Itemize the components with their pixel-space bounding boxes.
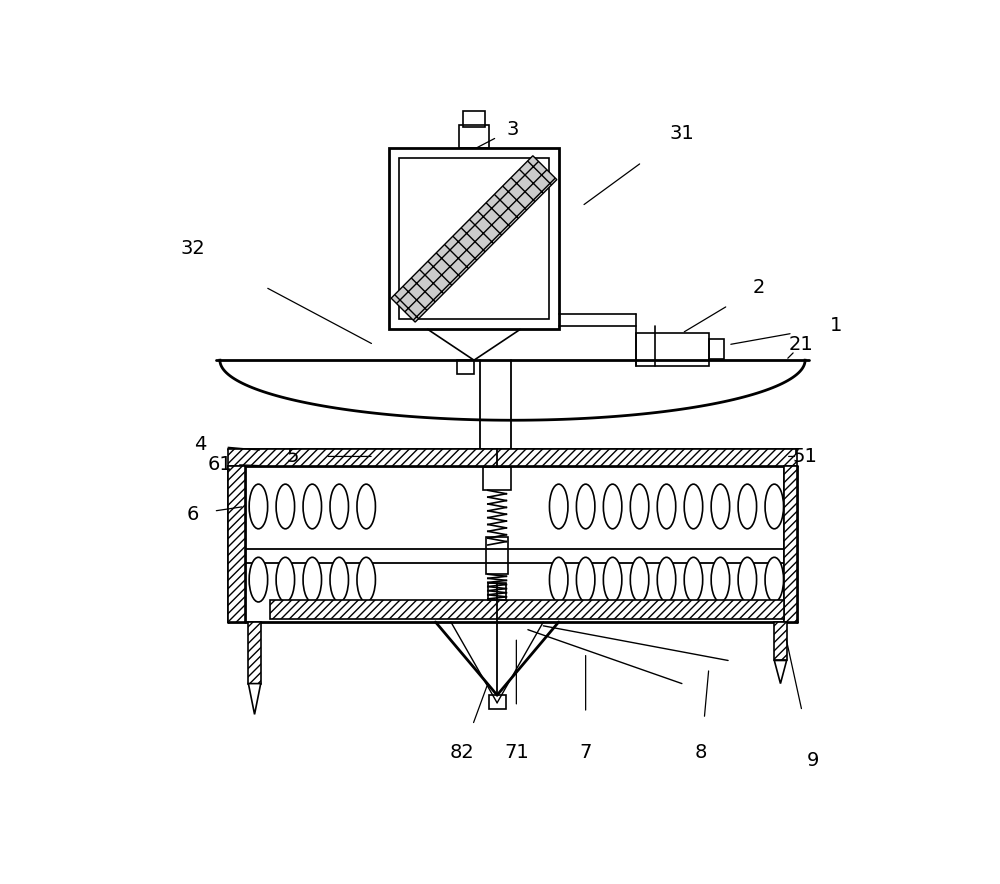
Text: 51: 51 xyxy=(793,447,818,466)
Ellipse shape xyxy=(357,484,375,529)
Ellipse shape xyxy=(738,557,757,602)
Bar xyxy=(389,149,559,330)
Ellipse shape xyxy=(657,557,676,602)
Bar xyxy=(486,537,508,575)
Bar xyxy=(270,600,784,619)
Bar xyxy=(457,360,474,374)
Text: 7: 7 xyxy=(579,743,592,762)
Ellipse shape xyxy=(276,484,295,529)
Ellipse shape xyxy=(765,484,784,529)
Ellipse shape xyxy=(603,484,622,529)
Polygon shape xyxy=(774,660,787,683)
Text: 5: 5 xyxy=(287,447,299,466)
Ellipse shape xyxy=(249,557,268,602)
Bar xyxy=(709,339,724,360)
Ellipse shape xyxy=(357,557,375,602)
Bar xyxy=(459,126,489,149)
Bar xyxy=(489,695,506,709)
Bar xyxy=(228,449,797,466)
Text: 3: 3 xyxy=(506,119,519,139)
Ellipse shape xyxy=(276,557,295,602)
Ellipse shape xyxy=(738,484,757,529)
Text: 82: 82 xyxy=(450,743,475,762)
Text: 71: 71 xyxy=(504,743,529,762)
Text: 31: 31 xyxy=(670,124,694,142)
Ellipse shape xyxy=(630,557,649,602)
Ellipse shape xyxy=(330,557,348,602)
Ellipse shape xyxy=(303,557,322,602)
Text: 1: 1 xyxy=(830,316,842,335)
Ellipse shape xyxy=(576,484,595,529)
Ellipse shape xyxy=(549,557,568,602)
Bar xyxy=(483,468,511,491)
Text: 4: 4 xyxy=(194,436,207,454)
Ellipse shape xyxy=(765,557,784,602)
Polygon shape xyxy=(248,683,261,714)
Text: 6: 6 xyxy=(187,505,199,523)
Bar xyxy=(774,622,787,660)
Ellipse shape xyxy=(684,484,703,529)
Ellipse shape xyxy=(711,557,730,602)
Bar xyxy=(228,466,245,622)
Ellipse shape xyxy=(630,484,649,529)
Ellipse shape xyxy=(549,484,568,529)
Ellipse shape xyxy=(249,484,268,529)
Bar xyxy=(488,583,506,600)
Ellipse shape xyxy=(711,484,730,529)
Text: 61: 61 xyxy=(208,454,232,474)
Bar xyxy=(399,158,549,319)
Ellipse shape xyxy=(330,484,348,529)
Ellipse shape xyxy=(657,484,676,529)
Ellipse shape xyxy=(576,557,595,602)
Text: 2: 2 xyxy=(753,278,765,296)
Text: 32: 32 xyxy=(181,239,205,258)
Bar xyxy=(784,466,797,622)
Text: 8: 8 xyxy=(695,743,707,762)
Text: 9: 9 xyxy=(807,751,819,770)
Text: 21: 21 xyxy=(789,335,814,354)
Bar xyxy=(636,333,709,366)
Polygon shape xyxy=(391,156,557,322)
Ellipse shape xyxy=(303,484,322,529)
Ellipse shape xyxy=(684,557,703,602)
Ellipse shape xyxy=(603,557,622,602)
Bar xyxy=(463,111,485,127)
Bar xyxy=(248,622,261,683)
